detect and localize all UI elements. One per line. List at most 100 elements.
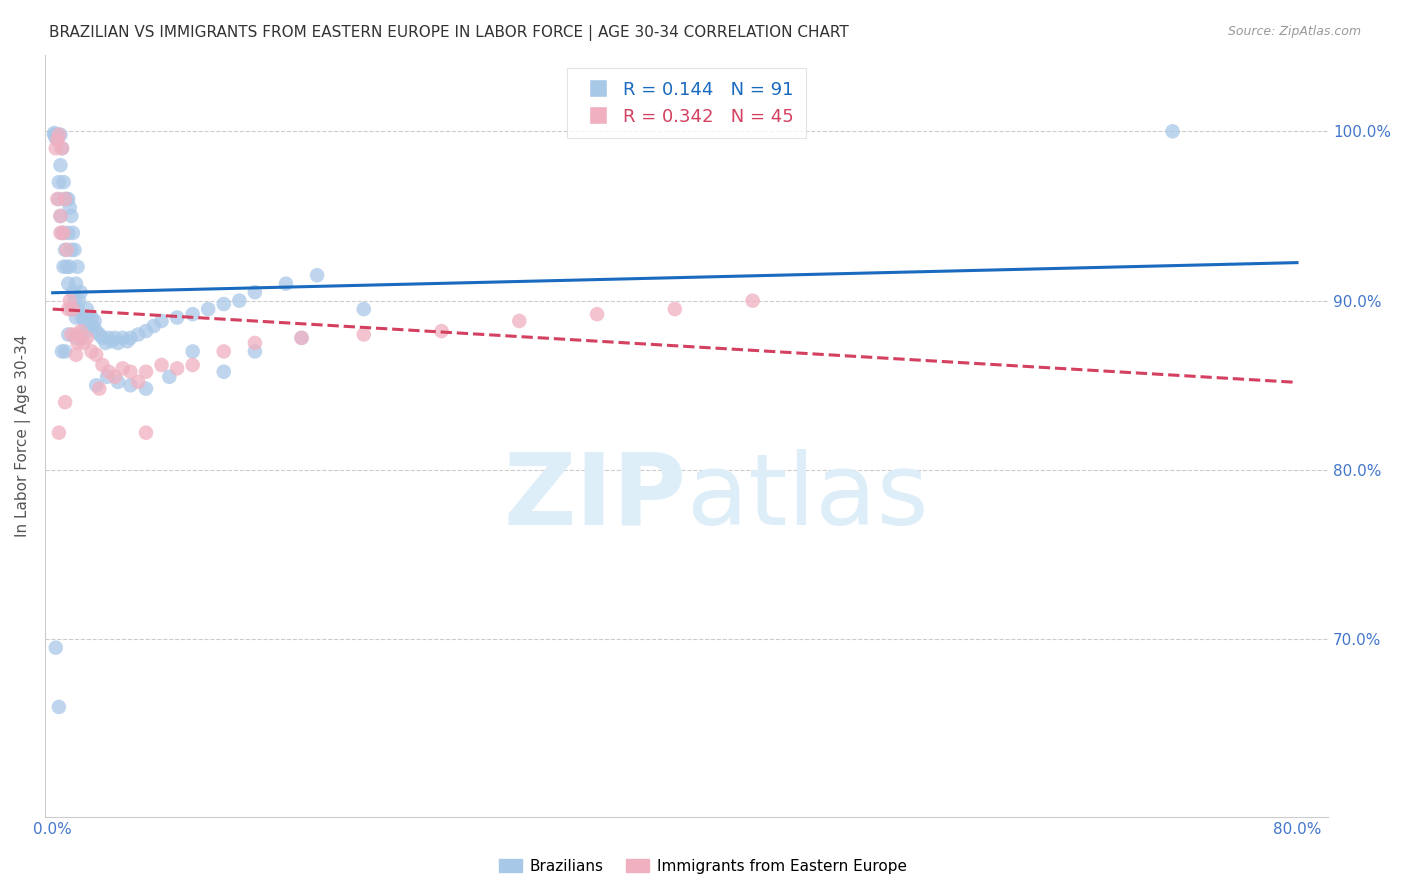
Point <box>741 293 763 308</box>
Point <box>120 365 142 379</box>
Point <box>53 344 76 359</box>
Legend: Brazilians, Immigrants from Eastern Europe: Brazilians, Immigrants from Eastern Euro… <box>494 853 912 880</box>
Point <box>243 285 266 300</box>
Point <box>62 226 84 240</box>
Point <box>48 700 70 714</box>
Point <box>97 331 120 345</box>
Point <box>290 331 312 345</box>
Point <box>51 141 73 155</box>
Point <box>111 361 134 376</box>
Point <box>51 226 73 240</box>
Text: ZIP: ZIP <box>503 449 686 546</box>
Point <box>63 293 86 308</box>
Point <box>55 192 77 206</box>
Point <box>69 331 91 345</box>
Point <box>142 318 165 333</box>
Point <box>181 344 204 359</box>
Point <box>107 375 129 389</box>
Point <box>84 348 107 362</box>
Point <box>52 226 75 240</box>
Point <box>181 307 204 321</box>
Point <box>100 334 122 349</box>
Point <box>197 302 219 317</box>
Point <box>79 318 101 333</box>
Point <box>91 331 114 345</box>
Text: Source: ZipAtlas.com: Source: ZipAtlas.com <box>1227 25 1361 38</box>
Point <box>586 307 609 321</box>
Point <box>73 310 96 325</box>
Point <box>94 335 117 350</box>
Point <box>243 335 266 350</box>
Point <box>212 365 235 379</box>
Point <box>508 314 530 328</box>
Point <box>46 133 69 147</box>
Point <box>48 425 70 440</box>
Point <box>45 141 67 155</box>
Point <box>80 344 103 359</box>
Point <box>65 310 87 325</box>
Point <box>135 382 157 396</box>
Point <box>60 209 83 223</box>
Point <box>69 285 91 300</box>
Point <box>76 331 98 345</box>
Point <box>62 302 84 317</box>
Point <box>65 327 87 342</box>
Point <box>117 334 139 349</box>
Point <box>44 128 66 142</box>
Point <box>166 310 188 325</box>
Point <box>58 277 80 291</box>
Point <box>212 344 235 359</box>
Point <box>46 129 69 144</box>
Point <box>53 243 76 257</box>
Point <box>58 327 80 342</box>
Point <box>62 285 84 300</box>
Point <box>49 209 72 223</box>
Point <box>58 192 80 206</box>
Point <box>77 310 100 325</box>
Point <box>44 126 66 140</box>
Point <box>307 268 329 283</box>
Text: BRAZILIAN VS IMMIGRANTS FROM EASTERN EUROPE IN LABOR FORCE | AGE 30-34 CORRELATI: BRAZILIAN VS IMMIGRANTS FROM EASTERN EUR… <box>49 25 849 41</box>
Point <box>60 243 83 257</box>
Point <box>84 324 107 338</box>
Point <box>59 293 82 308</box>
Point <box>66 335 89 350</box>
Point <box>290 331 312 345</box>
Point <box>45 129 67 144</box>
Point <box>51 141 73 155</box>
Point <box>49 209 72 223</box>
Point <box>104 331 127 345</box>
Point <box>66 302 89 317</box>
Point <box>75 318 97 333</box>
Point <box>45 640 67 655</box>
Point <box>353 327 375 342</box>
Point <box>96 369 118 384</box>
Point <box>48 128 70 142</box>
Point <box>46 128 69 142</box>
Point <box>430 324 453 338</box>
Point <box>55 243 77 257</box>
Point <box>55 260 77 274</box>
Point <box>46 192 69 206</box>
Point <box>135 324 157 338</box>
Point <box>67 293 90 308</box>
Point <box>120 331 142 345</box>
Point <box>52 175 75 189</box>
Point <box>80 310 103 325</box>
Point <box>60 327 83 342</box>
Point <box>51 344 73 359</box>
Point <box>48 192 70 206</box>
Point <box>46 131 69 145</box>
Point <box>70 310 93 325</box>
Point <box>274 277 297 291</box>
Point <box>111 331 134 345</box>
Point <box>59 260 82 274</box>
Text: atlas: atlas <box>686 449 928 546</box>
Point <box>664 302 686 317</box>
Point <box>65 277 87 291</box>
Point <box>53 192 76 206</box>
Point <box>83 314 105 328</box>
Point <box>1161 124 1184 138</box>
Point <box>66 260 89 274</box>
Point <box>104 369 127 384</box>
